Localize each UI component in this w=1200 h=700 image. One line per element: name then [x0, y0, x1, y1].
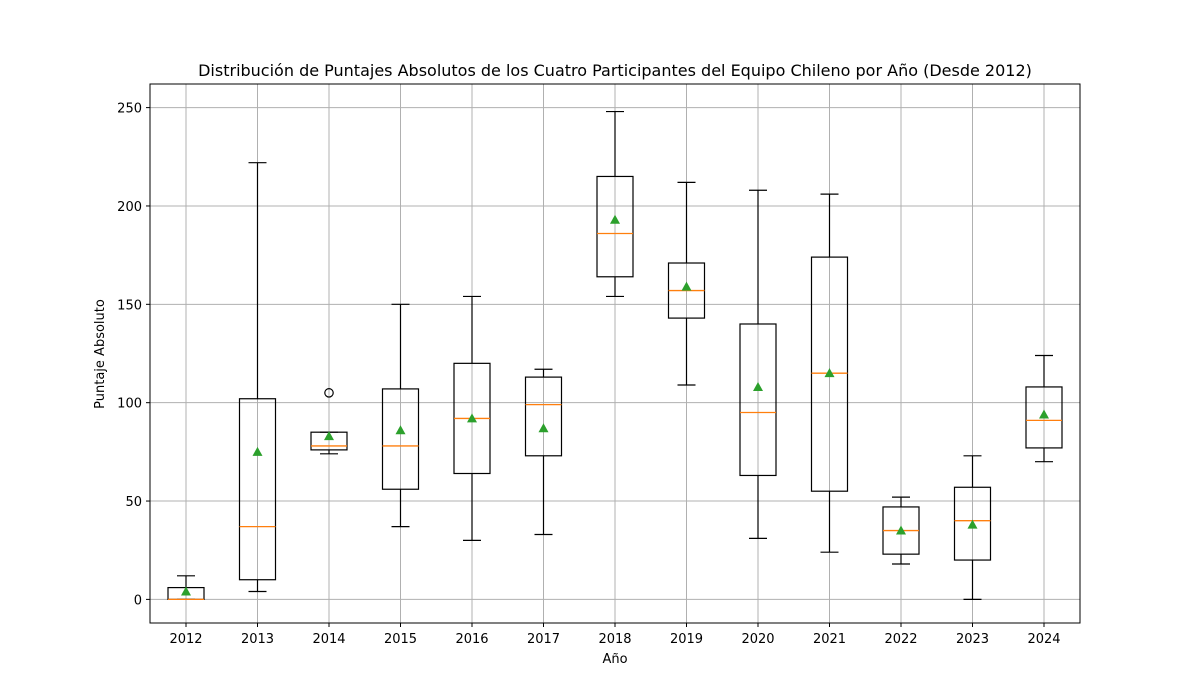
box-2015 — [381, 303, 420, 528]
y-tick-label: 50 — [125, 495, 142, 510]
box-2024 — [1025, 354, 1063, 463]
x-tick-label: 2021 — [813, 632, 846, 647]
mean-marker — [324, 431, 334, 441]
mean-marker — [252, 446, 263, 456]
y-tick-label: 200 — [117, 200, 142, 215]
mean-marker — [681, 281, 692, 291]
y-tick-label: 0 — [134, 593, 142, 608]
mean-marker — [1039, 409, 1049, 419]
x-tick-label: 2023 — [956, 632, 989, 647]
x-tick-label: 2024 — [1027, 632, 1060, 647]
x-tick-label: 2016 — [455, 632, 488, 647]
iqr-box — [381, 388, 420, 490]
mean-marker — [824, 368, 835, 378]
box-2018 — [596, 110, 634, 298]
mean-marker — [395, 425, 406, 435]
y-axis-label: Puntaje Absoluto — [93, 299, 108, 409]
box-2021 — [810, 193, 849, 553]
mean-marker — [967, 519, 978, 529]
iqr-box — [739, 323, 777, 477]
plot-frame — [149, 83, 1081, 624]
iqr-box — [953, 486, 992, 561]
box-2022 — [882, 496, 920, 565]
mean-marker — [896, 525, 906, 535]
axes: 0 50 100 150 200 250 2012 2013 2014 2015 2016 2017 2… — [117, 102, 1060, 647]
x-tick-label: 2015 — [384, 632, 417, 647]
y-tick-label: 250 — [117, 102, 142, 117]
x-tick-label: 2018 — [598, 632, 631, 647]
x-axis-label: Año — [602, 652, 627, 667]
x-tick-label: 2012 — [169, 632, 202, 647]
x-tick-label: 2017 — [527, 632, 560, 647]
x-tick-label: 2014 — [312, 632, 345, 647]
iqr-box — [810, 256, 849, 492]
x-tick-label: 2013 — [241, 632, 274, 647]
iqr-box — [238, 398, 277, 581]
box-2016 — [453, 295, 491, 541]
iqr-box — [524, 376, 563, 457]
mean-marker — [610, 214, 620, 224]
x-tick-label: 2020 — [741, 632, 774, 647]
box-2013 — [238, 162, 277, 593]
box-2019 — [667, 181, 706, 386]
box-2014 — [310, 388, 348, 455]
mean-marker — [753, 381, 763, 391]
y-tick-label: 150 — [117, 298, 142, 313]
x-tick-label: 2019 — [670, 632, 703, 647]
box-2020 — [739, 189, 777, 540]
chart-title: Distribución de Puntajes Absolutos de lo… — [198, 61, 1032, 80]
x-tick-label: 2022 — [884, 632, 917, 647]
y-tick-label: 100 — [117, 397, 142, 412]
mean-marker — [538, 423, 549, 433]
mean-marker — [467, 413, 477, 423]
box-2017 — [524, 368, 563, 536]
iqr-box — [596, 175, 634, 278]
mean-marker — [181, 586, 191, 596]
box-2012 — [167, 575, 205, 601]
outlier-point — [324, 388, 334, 398]
boxes — [167, 110, 1063, 601]
box-2023 — [953, 455, 992, 600]
iqr-box — [1025, 386, 1063, 449]
